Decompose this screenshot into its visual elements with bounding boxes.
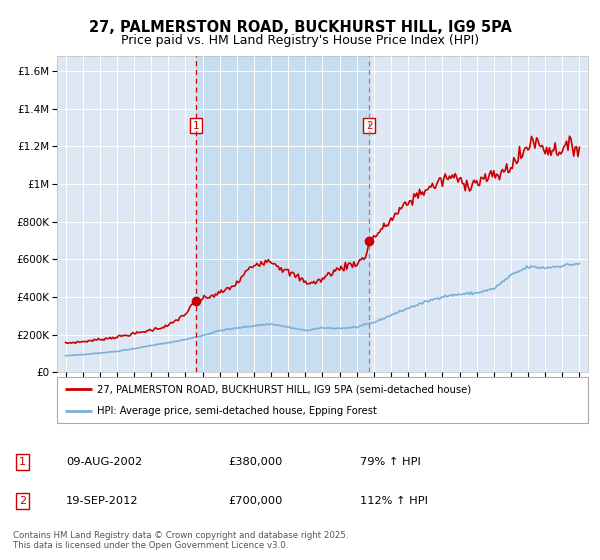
Text: Contains HM Land Registry data © Crown copyright and database right 2025.
This d: Contains HM Land Registry data © Crown c… — [13, 530, 349, 550]
Bar — [196, 56, 369, 372]
Text: Price paid vs. HM Land Registry's House Price Index (HPI): Price paid vs. HM Land Registry's House … — [121, 34, 479, 46]
Text: 2: 2 — [366, 120, 373, 130]
Text: 1: 1 — [19, 457, 26, 467]
Text: 1: 1 — [193, 120, 199, 130]
Text: 2: 2 — [19, 496, 26, 506]
Text: £700,000: £700,000 — [228, 496, 283, 506]
Text: 09-AUG-2002: 09-AUG-2002 — [66, 457, 142, 467]
Text: 112% ↑ HPI: 112% ↑ HPI — [360, 496, 428, 506]
Text: 27, PALMERSTON ROAD, BUCKHURST HILL, IG9 5PA (semi-detached house): 27, PALMERSTON ROAD, BUCKHURST HILL, IG9… — [97, 384, 471, 394]
Text: 19-SEP-2012: 19-SEP-2012 — [66, 496, 139, 506]
Text: £380,000: £380,000 — [228, 457, 283, 467]
Text: HPI: Average price, semi-detached house, Epping Forest: HPI: Average price, semi-detached house,… — [97, 407, 377, 416]
Text: 27, PALMERSTON ROAD, BUCKHURST HILL, IG9 5PA: 27, PALMERSTON ROAD, BUCKHURST HILL, IG9… — [89, 20, 511, 35]
Text: 79% ↑ HPI: 79% ↑ HPI — [360, 457, 421, 467]
FancyBboxPatch shape — [57, 377, 588, 423]
